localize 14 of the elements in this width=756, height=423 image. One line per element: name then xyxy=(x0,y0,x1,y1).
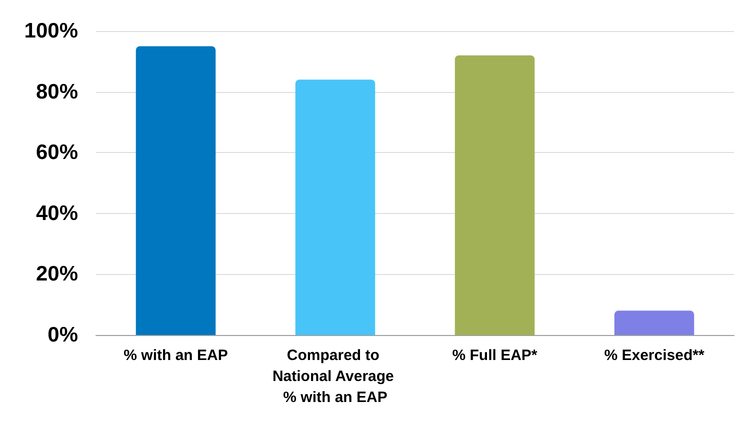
y-tick-label: 40% xyxy=(36,202,78,225)
bar xyxy=(454,55,535,335)
y-tick-label: 80% xyxy=(36,80,78,104)
x-tick-label: Compared to National Average % with an EAP xyxy=(272,347,398,406)
x-tick-label: % Full EAP* xyxy=(452,347,538,364)
y-tick-label: 100% xyxy=(24,20,78,42)
x-tick-label: % Exercised** xyxy=(604,347,704,364)
y-tick-label: 0% xyxy=(48,324,78,346)
bar xyxy=(614,310,694,335)
bar xyxy=(136,46,216,335)
y-tick-label: 60% xyxy=(36,141,78,164)
y-tick-label: 20% xyxy=(36,262,78,286)
x-tick-label: % with an EAP xyxy=(124,347,228,364)
bar xyxy=(295,80,376,335)
